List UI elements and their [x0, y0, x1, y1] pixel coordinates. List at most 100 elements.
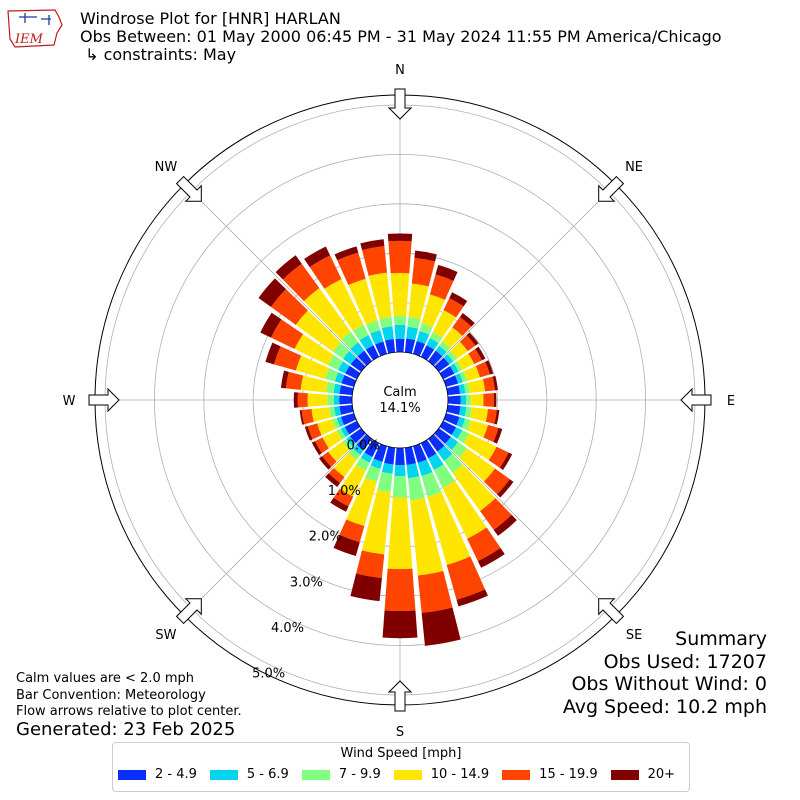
wind-bar-segment: [318, 456, 332, 470]
wind-bar-segment: [459, 371, 468, 383]
direction-label: NE: [625, 160, 643, 175]
wind-bar-segment: [349, 428, 366, 444]
flow-arrow-icon: [175, 598, 202, 625]
flow-arrow-icon: [387, 88, 413, 120]
wind-bar-segment: [303, 288, 351, 340]
wind-bar-segment: [442, 327, 463, 349]
calm-value: 14.1%: [379, 401, 420, 416]
wind-bar-segment: [454, 361, 463, 372]
wind-bar-segment: [435, 345, 447, 357]
wind-bar-segment: [493, 392, 497, 408]
wind-bar-segment: [414, 250, 437, 262]
wind-bar-segment: [343, 351, 357, 365]
wind-bar-segment: [324, 278, 364, 331]
legend-label: 15 - 19.9: [539, 767, 598, 782]
direction-label: N: [395, 63, 405, 78]
logo-text: IEM: [14, 32, 44, 47]
radial-tick-label: 5.0%: [252, 667, 285, 682]
wind-bar-segment: [488, 446, 509, 468]
legend-title: Wind Speed [mph]: [340, 746, 462, 761]
wind-bar-segment: [304, 246, 331, 268]
wind-bar-segment: [428, 434, 445, 452]
wind-bar-segment: [459, 448, 496, 482]
wind-bar-segment: [443, 413, 460, 426]
flow-arrow-icon: [387, 680, 413, 712]
wind-bar-segment: [356, 550, 385, 578]
wind-bar-segment: [420, 439, 437, 459]
wind-bar-segment: [468, 348, 482, 365]
wind-bar-segment: [307, 393, 328, 407]
direction-label: W: [63, 394, 76, 409]
wind-bar-segment: [282, 263, 320, 302]
grid-spoke: [184, 433, 367, 616]
wind-bar-segment: [355, 457, 370, 471]
wind-bar-segment: [329, 406, 336, 418]
wind-bar-segment: [485, 360, 494, 375]
wind-bar-segment: [416, 330, 430, 345]
wind-bar-segment: [339, 395, 353, 405]
wind-bar-segment: [327, 354, 344, 371]
wind-bar-segment: [384, 338, 396, 354]
wind-bar-segment: [428, 453, 444, 470]
wind-bar-segment: [346, 477, 377, 527]
wind-bar-segment: [348, 448, 361, 460]
wind-bar-segment: [382, 610, 418, 639]
title-line-3: ↳ constraints: May: [80, 45, 237, 64]
wind-bar-segment: [480, 498, 512, 530]
iowa-outline-icon: [7, 9, 63, 48]
wind-bar-segment: [404, 338, 416, 354]
legend-label: 5 - 6.9: [246, 767, 289, 782]
wind-bar-segment: [452, 316, 472, 336]
wind-bar-segment: [406, 326, 419, 341]
wind-bar-segment: [333, 383, 342, 394]
wind-bar-segment: [475, 361, 490, 378]
wind-bar-segment: [384, 568, 416, 612]
wind-bar-segment: [339, 519, 365, 543]
wind-bar-segment: [421, 607, 461, 646]
legend-item: 5 - 6.9: [209, 767, 289, 782]
wind-bar-segment: [494, 409, 500, 425]
wind-bar-segment: [328, 468, 345, 484]
wind-bar-segment: [429, 274, 454, 300]
wind-bar-segment: [309, 255, 342, 289]
wind-bar-segment: [475, 346, 486, 361]
wind-bar-segment: [439, 341, 451, 353]
wind-bar-segment: [483, 424, 499, 442]
calm-label: Calm: [383, 385, 416, 400]
wind-bar-segment: [446, 556, 486, 600]
wind-bar-segment: [333, 488, 354, 507]
legend-item: 7 - 9.9: [301, 767, 381, 782]
wind-bar-segment: [327, 394, 334, 406]
direction-label: SE: [626, 628, 642, 643]
wind-bar-segment: [477, 547, 505, 568]
wind-bar-segment: [455, 373, 463, 384]
legend-label: 10 - 14.9: [430, 767, 490, 782]
flow-arrow-icon: [598, 598, 625, 625]
wind-bar-segment: [333, 534, 360, 556]
wind-bar-segment: [452, 464, 496, 512]
wind-bar-segment: [468, 379, 486, 393]
wind-bar-segment: [379, 316, 393, 329]
grid-spoke: [433, 433, 616, 616]
wind-bar-segment: [275, 255, 302, 280]
direction-label: E: [727, 394, 735, 409]
summary-obs-used: Obs Used: 17207: [603, 650, 767, 673]
wind-bar-segment: [407, 316, 421, 329]
wind-bar-segment: [368, 272, 392, 319]
wind-bar-segment: [417, 571, 453, 613]
wind-bar-segment: [350, 342, 365, 357]
wind-bar-segment: [442, 480, 487, 539]
wind-bar-segment: [341, 375, 357, 387]
wind-bar-segment: [467, 527, 501, 562]
wind-bar-segment: [381, 326, 394, 341]
wind-bar-segment: [451, 441, 467, 458]
wind-bar-segment: [338, 361, 350, 374]
legend-swatch: [610, 769, 639, 780]
iem-logo: IEM: [7, 9, 63, 48]
radial-tick-label: 2.0%: [309, 530, 342, 545]
wind-bar-segment: [466, 394, 471, 406]
wind-bar-segment: [317, 419, 336, 436]
legend-swatch: [502, 769, 531, 780]
legend-swatch: [209, 769, 238, 780]
